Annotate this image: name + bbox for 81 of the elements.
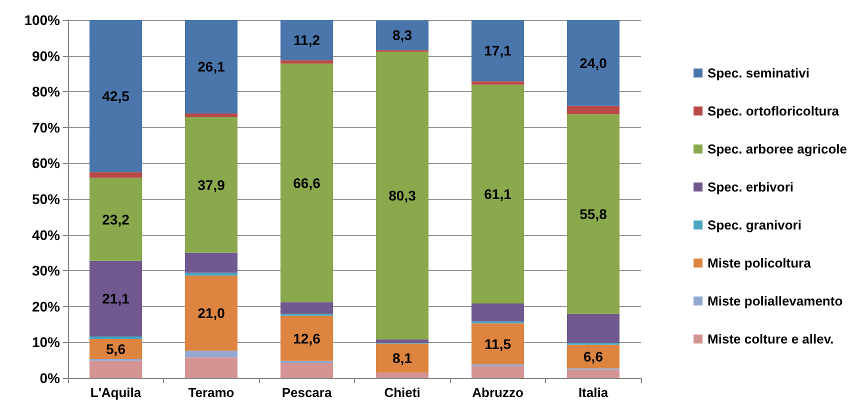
y-tick-label: 0%	[40, 370, 61, 386]
data-label: 8,1	[392, 350, 412, 366]
bar	[471, 84, 524, 304]
data-label: 12,6	[293, 330, 321, 346]
data-label: 55,8	[580, 206, 608, 222]
x-tick-label: Teramo	[188, 385, 234, 400]
bar	[566, 314, 620, 343]
bar	[280, 302, 334, 314]
x-tick-label: Italia	[578, 385, 609, 400]
data-label: 5,6	[106, 341, 126, 357]
data-label: 26,1	[198, 58, 226, 75]
legend-label: Spec. granivori	[708, 218, 802, 232]
bar	[280, 316, 334, 361]
bar	[566, 344, 620, 368]
data-label: 42,5	[102, 88, 130, 104]
bar	[89, 260, 142, 336]
bar	[89, 336, 142, 339]
bar	[184, 272, 238, 276]
data-label: 66,6	[293, 174, 321, 191]
legend-label: Spec. erbivori	[708, 180, 794, 194]
data-label: 61,1	[484, 186, 512, 202]
y-tick-label: 60%	[32, 155, 61, 172]
data-label: 11,5	[484, 336, 512, 352]
bar	[184, 350, 238, 358]
legend-label: Miste poliallevamento	[708, 294, 843, 308]
bar	[566, 20, 620, 106]
bar	[471, 81, 524, 85]
x-tick-label: Abruzzo	[472, 385, 524, 400]
x-tick-label: Pescara	[282, 385, 332, 400]
bar	[89, 20, 142, 172]
bar	[184, 20, 238, 114]
bar	[280, 60, 334, 64]
x-tick-label: Chieti	[384, 385, 420, 400]
y-tick-label: 50%	[32, 191, 61, 207]
y-tick-label: 80%	[32, 84, 61, 100]
data-label: 11,2	[294, 32, 320, 48]
bar	[376, 52, 429, 340]
data-label: 24,0	[580, 54, 608, 71]
y-tick-label: 30%	[32, 262, 61, 279]
bar	[89, 360, 142, 378]
bar	[471, 304, 524, 322]
bar	[566, 114, 620, 314]
legend-label: Miste policoltura	[708, 256, 812, 270]
y-tick-label: 90%	[32, 48, 61, 64]
data-label: 23,2	[102, 211, 130, 228]
bar	[184, 276, 238, 351]
data-label: 6,6	[584, 348, 604, 365]
y-tick-label: 70%	[32, 119, 61, 136]
bar	[376, 339, 429, 343]
bar	[89, 172, 142, 178]
data-label: 37,9	[198, 176, 226, 193]
legend-label: Spec. ortofloricoltura	[708, 104, 840, 118]
bar	[376, 344, 429, 373]
data-label: 21,0	[198, 305, 226, 322]
data-label: 21,1	[102, 290, 130, 307]
bar	[280, 362, 334, 378]
data-label: 8,3	[392, 27, 412, 44]
data-label: 80,3	[388, 188, 416, 204]
x-tick-label: L'Aquila	[90, 385, 142, 400]
bar	[89, 178, 142, 261]
y-tick-label: 40%	[32, 226, 61, 243]
bar	[566, 106, 620, 114]
bar	[376, 372, 429, 378]
bar	[280, 20, 334, 60]
bar	[471, 366, 524, 378]
data-label: 17,1	[484, 42, 512, 59]
bar	[184, 252, 238, 273]
bar	[280, 64, 334, 302]
bar	[471, 323, 524, 364]
bar	[471, 20, 524, 82]
legend-label: Miste colture e allev.	[708, 332, 834, 346]
bar	[376, 20, 429, 50]
bar	[184, 117, 238, 253]
legend-label: Spec. seminativi	[708, 66, 810, 80]
bar	[566, 370, 620, 378]
bar	[184, 113, 238, 118]
y-tick-label: 100%	[24, 12, 61, 28]
y-tick-label: 10%	[32, 334, 61, 350]
legend-label: Spec. arboree agricole	[708, 142, 847, 156]
y-tick-label: 20%	[32, 298, 61, 314]
bar	[184, 357, 238, 378]
